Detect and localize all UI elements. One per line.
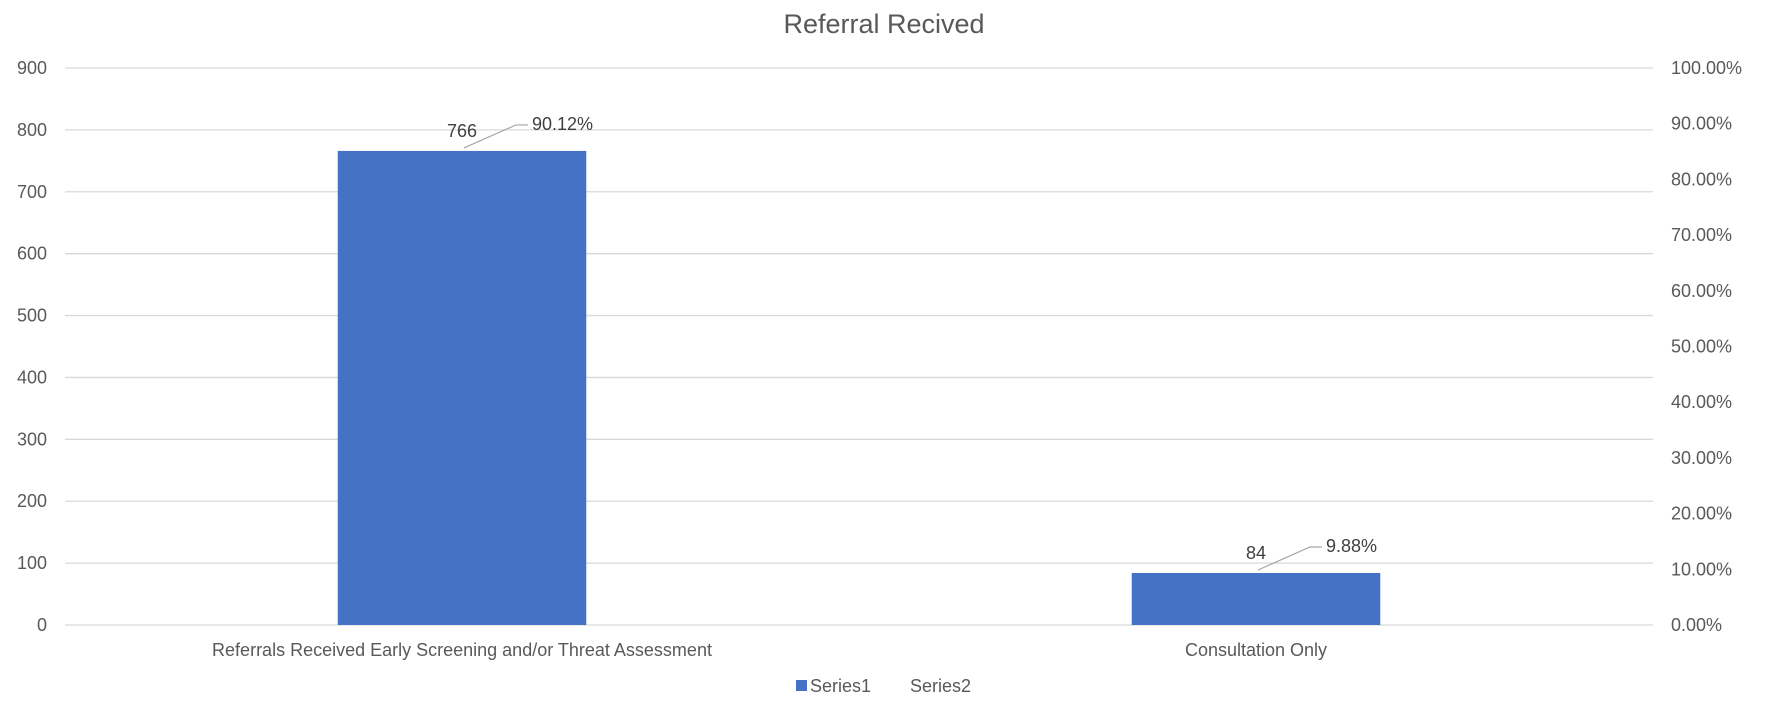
bar-series1 [337, 150, 587, 626]
chart-title: Referral Recived [783, 9, 984, 39]
y2-tick-label: 60.00% [1671, 281, 1732, 301]
leader-line [1257, 546, 1322, 571]
data-label-series1: 84 [1246, 543, 1266, 563]
y-tick-label: 0 [37, 615, 47, 635]
y2-tick-label: 70.00% [1671, 225, 1732, 245]
gridlines [65, 67, 1653, 626]
y-tick-label: 200 [17, 491, 47, 511]
y2-tick-label: 80.00% [1671, 169, 1732, 189]
bars [337, 150, 1381, 626]
y2-tick-label: 0.00% [1671, 615, 1722, 635]
y-tick-label: 500 [17, 306, 47, 326]
legend-label-series2: Series2 [910, 676, 971, 696]
y2-tick-label: 50.00% [1671, 337, 1732, 357]
y-tick-label: 600 [17, 244, 47, 264]
y-tick-label: 300 [17, 429, 47, 449]
y2-tick-label: 20.00% [1671, 504, 1732, 524]
bar-series1 [1131, 573, 1381, 625]
secondary-y-axis: 0.00% 10.00% 20.00% 30.00% 40.00% 50.00% 60.00… [1671, 58, 1742, 635]
y2-tick-label: 100.00% [1671, 58, 1742, 78]
category-axis: Referrals Received Early Screening and/o… [212, 640, 1327, 660]
y2-tick-label: 10.00% [1671, 559, 1732, 579]
y-tick-label: 700 [17, 182, 47, 202]
legend-swatch-series1 [796, 680, 807, 691]
data-label-series2: 9.88% [1326, 536, 1377, 556]
y-tick-label: 100 [17, 553, 47, 573]
y2-tick-label: 90.00% [1671, 114, 1732, 134]
category-label: Consultation Only [1185, 640, 1327, 660]
category-label: Referrals Received Early Screening and/o… [212, 640, 712, 660]
y-tick-label: 900 [17, 58, 47, 78]
legend-label-series1: Series1 [810, 676, 871, 696]
data-labels: 766 90.12% 84 9.88% [447, 114, 1377, 571]
legend: Series1 Series2 [796, 676, 971, 696]
y-tick-label: 400 [17, 367, 47, 387]
y2-tick-label: 30.00% [1671, 448, 1732, 468]
y2-tick-label: 40.00% [1671, 392, 1732, 412]
primary-y-axis: 0 100 200 300 400 500 600 700 800 900 [17, 58, 47, 635]
y-tick-label: 800 [17, 120, 47, 140]
leader-line [463, 124, 528, 149]
data-label-series2: 90.12% [532, 114, 593, 134]
data-label-series1: 766 [447, 121, 477, 141]
